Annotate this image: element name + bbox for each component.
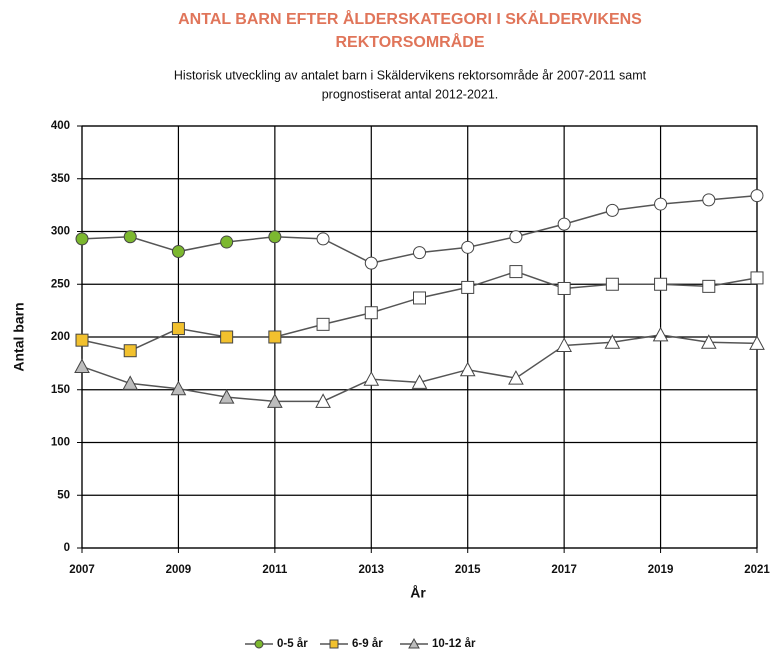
data-point (364, 306, 378, 320)
data-point (557, 281, 571, 295)
legend-label: 0-5 år (277, 638, 308, 650)
data-point (654, 277, 668, 291)
y-tick-label: 250 (51, 278, 70, 290)
data-point (218, 389, 235, 404)
x-tick-label: 2009 (166, 564, 192, 576)
legend-marker (329, 639, 339, 649)
x-tick-label: 2013 (358, 564, 384, 576)
x-tick-label: 2007 (69, 564, 95, 576)
data-point (220, 330, 234, 344)
data-point (74, 358, 90, 374)
legend-label: 10-12 år (432, 638, 476, 650)
legend-marker (408, 637, 420, 649)
y-axis-label: Antal barn (11, 302, 27, 371)
data-point (700, 334, 717, 349)
data-point (750, 271, 764, 285)
data-point (508, 370, 524, 385)
data-point (749, 335, 765, 350)
data-point (557, 217, 571, 231)
data-point (316, 232, 330, 246)
chart-title: ANTAL BARN EFTER ÅLDERSKATEGORI I SKÄLDE… (178, 9, 642, 28)
data-point (413, 291, 426, 305)
data-point (556, 337, 572, 352)
data-point (604, 334, 621, 349)
data-point (605, 277, 619, 291)
data-point (605, 203, 619, 217)
y-tick-label: 50 (57, 489, 70, 501)
data-point (75, 232, 89, 246)
data-point (316, 317, 330, 331)
legend-marker (254, 639, 264, 649)
data-point (123, 230, 137, 244)
data-point (461, 280, 475, 294)
y-tick-label: 0 (64, 542, 70, 554)
data-point (220, 235, 234, 249)
data-point (171, 245, 185, 259)
data-point (413, 246, 426, 260)
data-point (122, 375, 139, 390)
data-point (364, 256, 378, 270)
data-point (267, 393, 283, 408)
x-tick-label: 2017 (551, 564, 577, 576)
data-point (654, 197, 668, 211)
legend-label: 6-9 år (352, 638, 383, 650)
data-point (652, 326, 669, 342)
x-tick-label: 2015 (455, 564, 481, 576)
data-point (123, 344, 137, 358)
y-tick-label: 100 (51, 437, 70, 449)
data-point (411, 374, 428, 389)
data-point (461, 240, 475, 254)
y-tick-label: 400 (51, 120, 70, 132)
y-tick-label: 350 (51, 173, 70, 185)
x-axis-label: År (410, 585, 426, 601)
data-point (268, 330, 282, 344)
data-point (750, 189, 764, 203)
y-tick-label: 200 (51, 331, 70, 343)
data-point (702, 279, 716, 293)
data-point (75, 333, 89, 347)
data-point (702, 193, 716, 207)
data-point (268, 230, 282, 244)
x-tick-label: 2011 (262, 564, 288, 576)
data-point (509, 265, 523, 279)
x-tick-label: 2021 (744, 564, 770, 576)
y-tick-label: 300 (51, 226, 70, 238)
x-tick-label: 2019 (648, 564, 674, 576)
data-point (363, 371, 380, 386)
data-point (459, 361, 476, 377)
data-point (509, 230, 523, 244)
chart-title: REKTORSOMRÅDE (335, 32, 484, 51)
data-point (171, 322, 185, 336)
data-point (315, 393, 331, 408)
data-point (170, 380, 187, 396)
chart-subtitle: Historisk utveckling av antalet barn i S… (174, 68, 647, 82)
y-tick-label: 150 (51, 384, 70, 396)
chart-subtitle: prognostiserat antal 2012-2021. (322, 87, 499, 101)
